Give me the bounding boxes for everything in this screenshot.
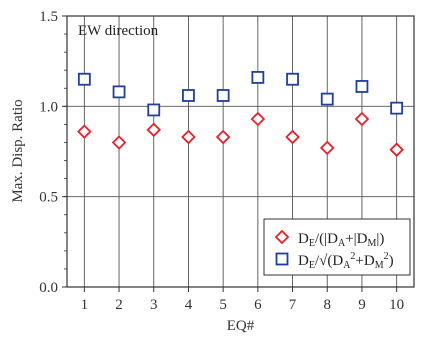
- x-tick-label: 9: [358, 297, 366, 313]
- x-axis-label: EQ#: [227, 318, 255, 334]
- x-tick-label: 4: [185, 297, 193, 313]
- square-point: [112, 85, 126, 99]
- axis-ticks: [62, 15, 398, 292]
- x-tick-label: 6: [254, 297, 262, 313]
- diamond-point: [354, 111, 370, 127]
- legend-label-ratio-srss: DE/√(DA2+DM2): [298, 251, 394, 271]
- y-tick-label: 1.5: [39, 9, 58, 25]
- y-axis-label: Max. Disp. Ratio: [10, 99, 26, 202]
- legend-item-ratio-sum: DE/(|DA+|DM|): [274, 229, 384, 249]
- square-point: [286, 72, 299, 86]
- diamond-point: [181, 129, 196, 145]
- series-2: [77, 71, 404, 117]
- series-layer: [77, 71, 404, 157]
- series-1: [77, 111, 404, 157]
- legend-square-icon: [275, 252, 289, 266]
- y-tick-label: 1.0: [39, 99, 58, 115]
- x-tick-label: 2: [115, 297, 123, 313]
- x-tick-label: 8: [324, 297, 332, 313]
- diamond-point: [285, 129, 300, 145]
- x-tick-label: 3: [150, 297, 158, 313]
- x-tick-label: 10: [389, 297, 404, 313]
- chart-annotation: EW direction: [78, 23, 159, 39]
- diamond-point: [215, 129, 231, 145]
- plot-frame: [66, 15, 415, 288]
- tick-labels: 1 2 3 4 5 6 7 8 9 10 0.0 0.5 1.0 1.5: [39, 9, 404, 313]
- diamond-point: [111, 135, 127, 150]
- legend-diamond-icon: [274, 229, 290, 245]
- y-tick-label: 0.5: [39, 190, 58, 206]
- diamond-point: [319, 140, 335, 156]
- x-tick-label: 1: [81, 297, 89, 313]
- square-point: [355, 80, 369, 93]
- square-point: [216, 89, 230, 102]
- diamond-point: [146, 122, 162, 138]
- square-point: [182, 89, 195, 102]
- diamond-point: [250, 111, 266, 127]
- square-point: [390, 101, 404, 115]
- diamond-point: [389, 142, 404, 157]
- diamond-point: [77, 124, 92, 139]
- square-point: [147, 103, 161, 117]
- x-tick-label: 5: [219, 297, 227, 313]
- square-point: [77, 72, 91, 86]
- legend: DE/(|DA+|DM|) DE/√(DA2+DM2): [263, 218, 411, 276]
- x-tick-label: 7: [289, 297, 297, 313]
- y-tick-label: 0.0: [39, 280, 58, 296]
- square-point: [251, 71, 265, 84]
- legend-item-ratio-srss: DE/√(DA2+DM2): [275, 251, 394, 271]
- legend-label-ratio-sum: DE/(|DA+|DM|): [298, 231, 384, 249]
- square-point: [320, 92, 334, 106]
- legend-box: [263, 218, 411, 276]
